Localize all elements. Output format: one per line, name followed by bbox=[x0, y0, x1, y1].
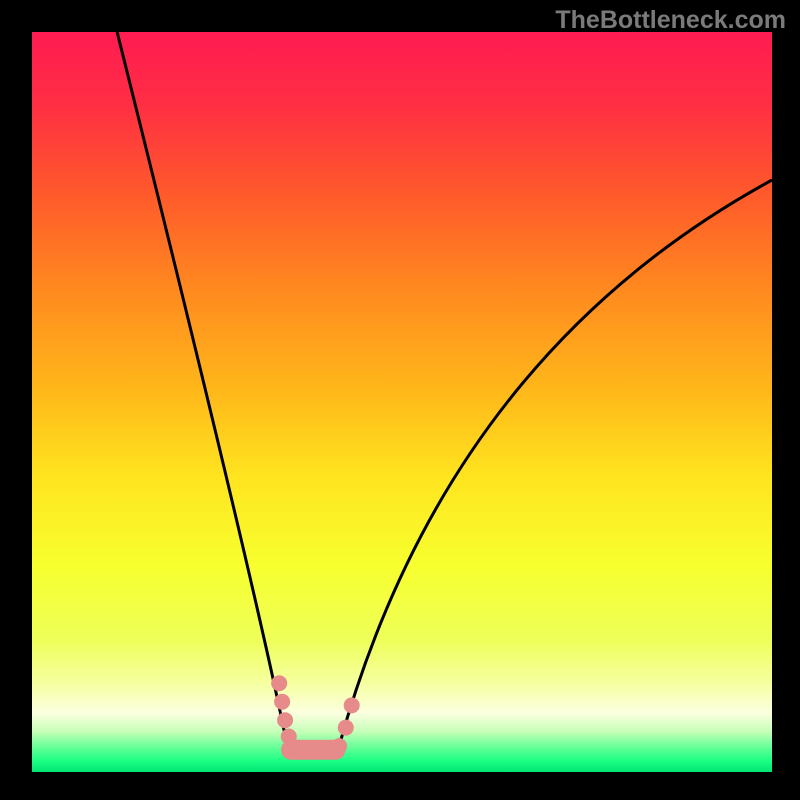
marker-dot bbox=[271, 675, 287, 691]
chart-svg bbox=[0, 0, 800, 800]
chart-canvas: TheBottleneck.com bbox=[0, 0, 800, 800]
marker-dot bbox=[338, 720, 354, 736]
marker-dot bbox=[274, 694, 290, 710]
marker-dot bbox=[305, 742, 321, 758]
right-curve bbox=[339, 180, 772, 746]
marker-dot bbox=[331, 738, 347, 754]
marker-dot bbox=[290, 740, 306, 756]
marker-dot bbox=[277, 712, 293, 728]
marker-dot bbox=[344, 697, 360, 713]
watermark-text: TheBottleneck.com bbox=[555, 6, 786, 35]
left-curve bbox=[117, 32, 287, 746]
